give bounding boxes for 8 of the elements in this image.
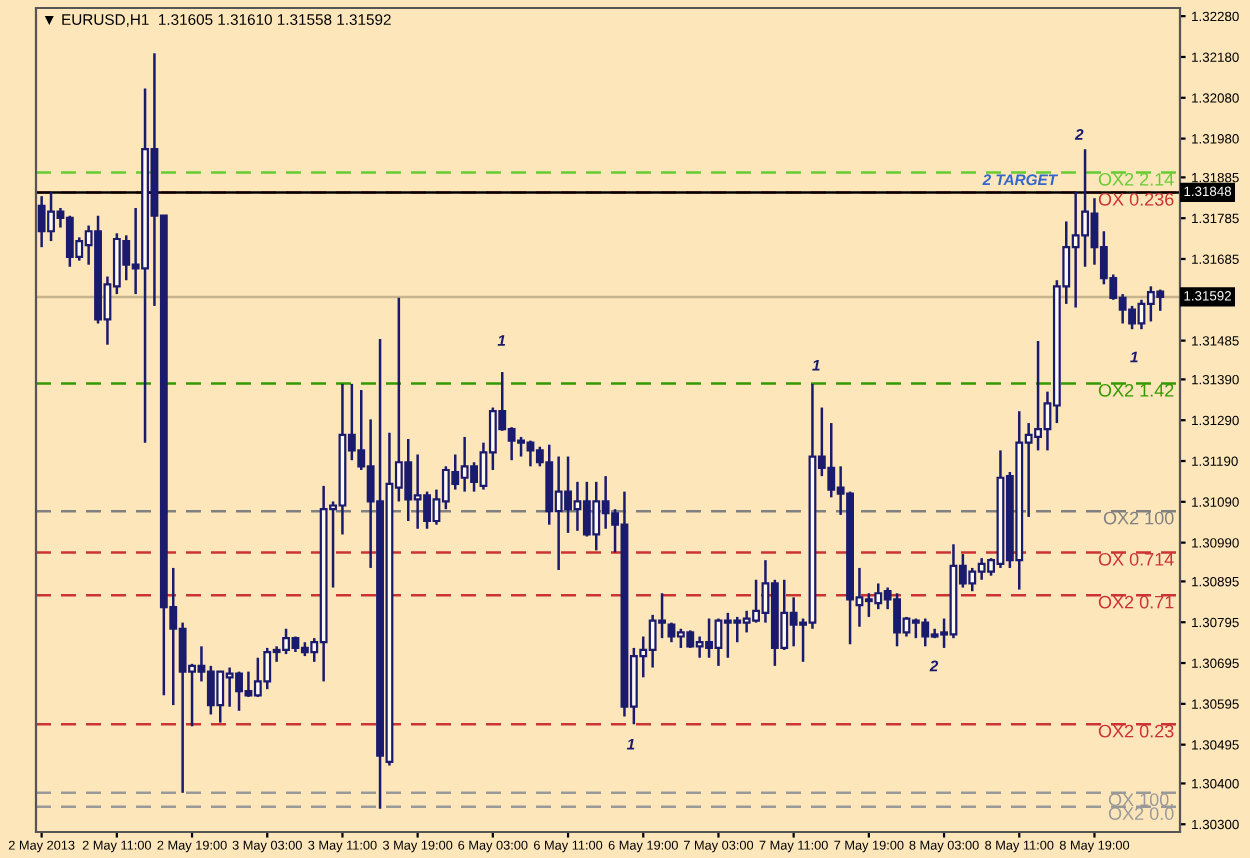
ref-line-label: OX 100. bbox=[1108, 793, 1173, 807]
ref-line-label: OX2 1.42 bbox=[1098, 383, 1174, 397]
ref-line-label: OX 0.714 bbox=[1098, 552, 1174, 566]
ref-line-label: OX2 0.71 bbox=[1098, 595, 1174, 609]
ref-line-label: OX2 2.14 bbox=[1098, 172, 1174, 186]
ref-line-label: OX2 100 bbox=[1103, 511, 1174, 525]
ref-line-label: OX2 0.23 bbox=[1098, 724, 1174, 738]
ref-line-label: OX 0.236 bbox=[1098, 192, 1174, 206]
